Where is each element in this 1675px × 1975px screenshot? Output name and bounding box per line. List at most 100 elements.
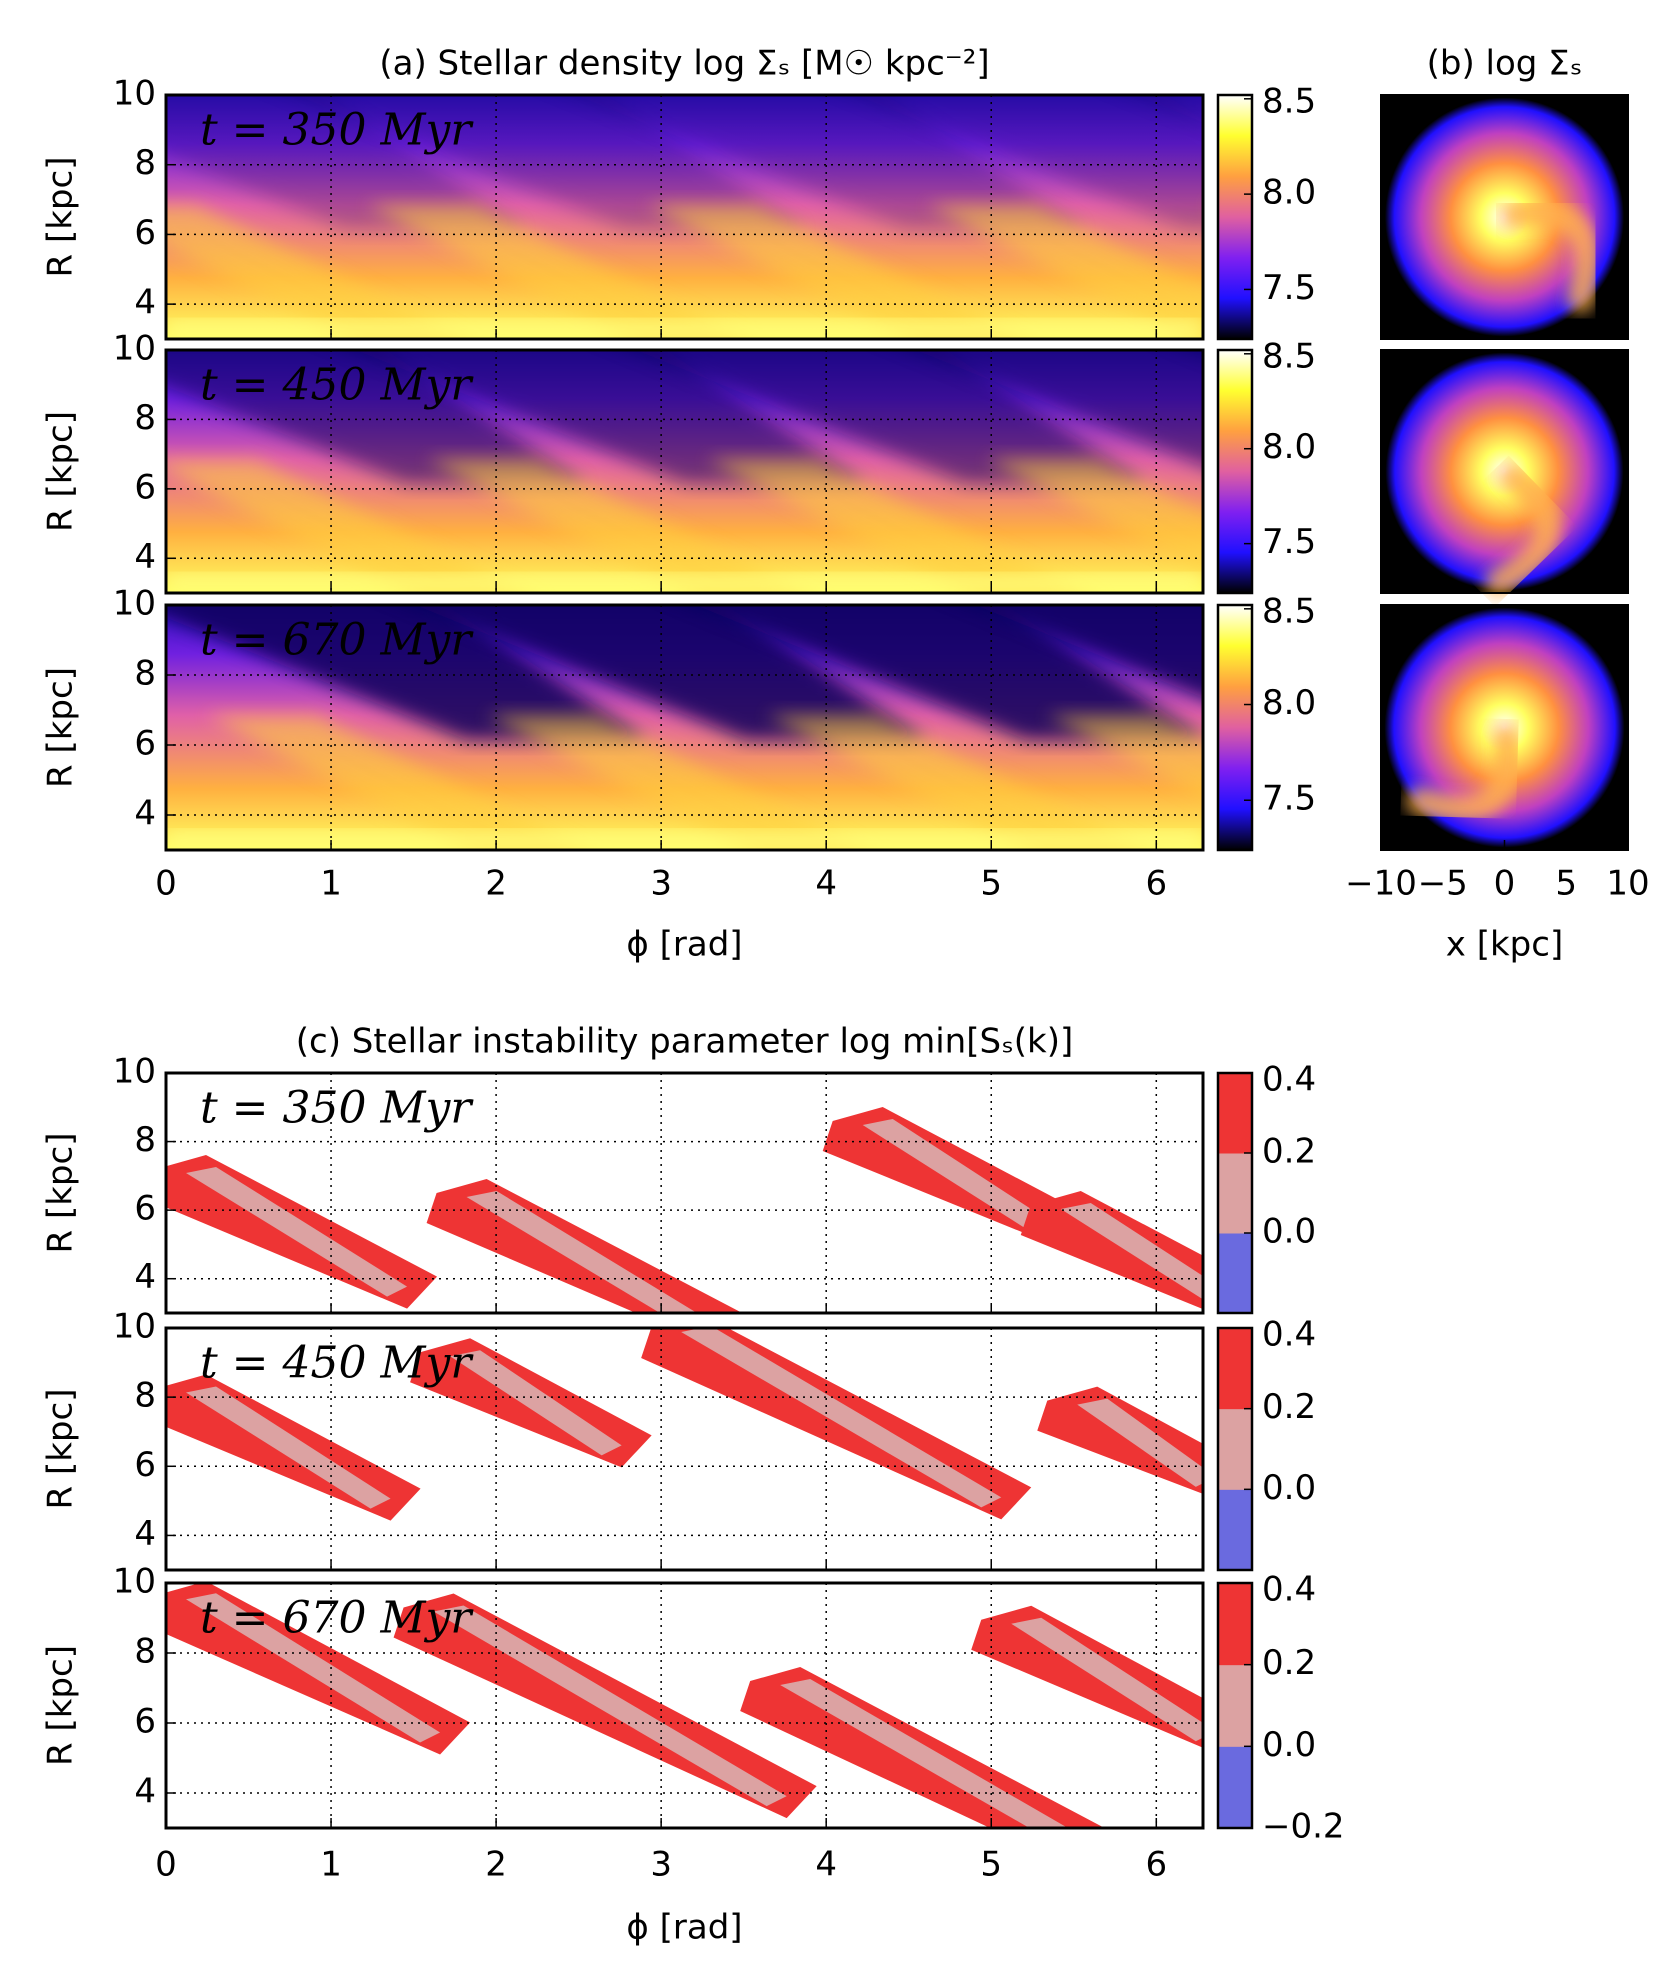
unstable-region (1037, 1386, 1203, 1494)
panel-label: t = 350 Myr (200, 105, 474, 156)
colorbar-tick-label: 0.0 (1262, 1468, 1316, 1508)
panel-label: t = 450 Myr (200, 360, 474, 411)
y-tick-label: 4 (134, 1257, 156, 1297)
dark-arm (1135, 95, 1203, 123)
colorbar-frame (1216, 1581, 1254, 1830)
chart-title: (b) log Σₛ (1427, 44, 1583, 84)
inner-disk (166, 830, 1203, 850)
x-tick-label: −5 (1418, 864, 1468, 904)
y-tick-label: 6 (134, 213, 156, 253)
x-tick-label: 5 (980, 1845, 1002, 1885)
x-tick-label: 2 (485, 1845, 507, 1885)
colorbar-tick-label: 8.5 (1262, 592, 1316, 632)
colorbar-level (1218, 1489, 1252, 1571)
y-tick-label: 8 (134, 1632, 156, 1672)
marginal-region (1060, 1203, 1203, 1300)
bright-arm (986, 459, 1203, 571)
y-tick-label: 4 (134, 1772, 156, 1812)
bright-arm (1046, 715, 1203, 797)
y-tick-label: 6 (134, 1189, 156, 1229)
y-tick-label: 4 (134, 283, 156, 323)
marginal-region (780, 1679, 1068, 1828)
colorbar-level (1218, 1233, 1252, 1314)
x-tick-label: 1 (320, 864, 342, 904)
x-tick-label: 4 (815, 1845, 837, 1885)
bright-arm (706, 459, 1086, 593)
colorbar-tick-label: 7.5 (1262, 779, 1316, 819)
bright-arm (646, 204, 1026, 339)
y-tick-label: 8 (134, 1120, 156, 1160)
galaxy-disk (1384, 607, 1625, 848)
y-axis-label: R [kpc] (41, 1389, 81, 1510)
x-tick-label: 6 (1145, 1845, 1167, 1885)
y-tick-label: 10 (113, 329, 156, 369)
x-tick-label: 5 (980, 864, 1002, 904)
plot-area (166, 1073, 1203, 1313)
y-tick-label: 10 (113, 74, 156, 114)
colorbar-tick-label: 0.4 (1262, 1570, 1316, 1610)
marginal-region (466, 1191, 698, 1313)
y-tick-label: 4 (134, 1514, 156, 1554)
plot-area (166, 605, 1203, 850)
plot-area (166, 1583, 1203, 1828)
colorbar-tick-label: 7.5 (1262, 268, 1316, 308)
x-tick-label: 4 (815, 864, 837, 904)
marginal-region (186, 1593, 441, 1743)
plot-area (166, 1328, 1203, 1570)
colorbar-frame (1216, 1326, 1254, 1572)
colorbar-level (1218, 1073, 1252, 1154)
y-axis-label: R [kpc] (41, 1133, 81, 1254)
dark-arm (166, 605, 646, 740)
colorbar-tick-label: 8.0 (1262, 683, 1316, 723)
y-tick-label: 8 (134, 143, 156, 183)
spiral-arm (1502, 203, 1596, 312)
y-axis-label: R [kpc] (41, 667, 81, 788)
y-tick-label: 10 (113, 1562, 156, 1602)
x-tick-label: 5 (1555, 864, 1577, 904)
colorbar-tick-label: 0.2 (1262, 1132, 1316, 1172)
colorbar-tick-label: 8.5 (1262, 82, 1316, 122)
colorbar-tick-label: 0.2 (1262, 1387, 1316, 1427)
x-tick-label: −10 (1345, 864, 1417, 904)
bright-arm (166, 459, 526, 593)
y-axis-label: R [kpc] (41, 1645, 81, 1766)
x-tick-label: 0 (1494, 864, 1516, 904)
axes-frame (164, 603, 1205, 852)
plot-area (166, 350, 1203, 593)
colorbar-tick-label: −0.2 (1262, 1807, 1345, 1847)
axes-frame (164, 1326, 1205, 1572)
marginal-region (433, 1605, 787, 1807)
bright-arm (426, 459, 806, 593)
marginal-region (681, 1328, 1002, 1508)
plot-area (166, 95, 1203, 339)
unstable-region (971, 1605, 1203, 1748)
dark-arm (166, 95, 526, 230)
colorbar-frame (1216, 1071, 1254, 1315)
colorbar-frame (1216, 603, 1254, 852)
axes-frame (164, 93, 1205, 341)
panel-label: t = 350 Myr (200, 1083, 474, 1134)
y-axis-label: R [kpc] (41, 411, 81, 532)
colorbar-level (1218, 1664, 1252, 1747)
bright-arm (166, 204, 466, 339)
colorbar-level (1218, 1153, 1252, 1234)
y-axis-label: R [kpc] (41, 157, 81, 278)
x-axis-label: x [kpc] (1446, 925, 1563, 965)
marginal-region (862, 1119, 1051, 1232)
axes-frame (164, 1071, 1205, 1315)
colorbar-tick-label: 7.5 (1262, 522, 1316, 562)
colorbar (1218, 350, 1252, 593)
colorbar-frame (1216, 348, 1254, 595)
spiral-arm (1485, 463, 1557, 596)
x-tick-label: 1 (320, 1845, 342, 1885)
x-axis-label: ϕ [rad] (626, 925, 742, 965)
dark-arm (635, 350, 1146, 484)
y-tick-label: 6 (134, 467, 156, 507)
image-frame (1380, 94, 1629, 340)
colorbar-tick-label: 0.4 (1262, 1060, 1316, 1100)
bright-arm (206, 715, 586, 850)
colorbar-frame (1216, 93, 1254, 341)
marginal-region (1011, 1617, 1203, 1742)
colorbar-level (1218, 1583, 1252, 1666)
colorbar-tick-label: 0.0 (1262, 1212, 1316, 1252)
